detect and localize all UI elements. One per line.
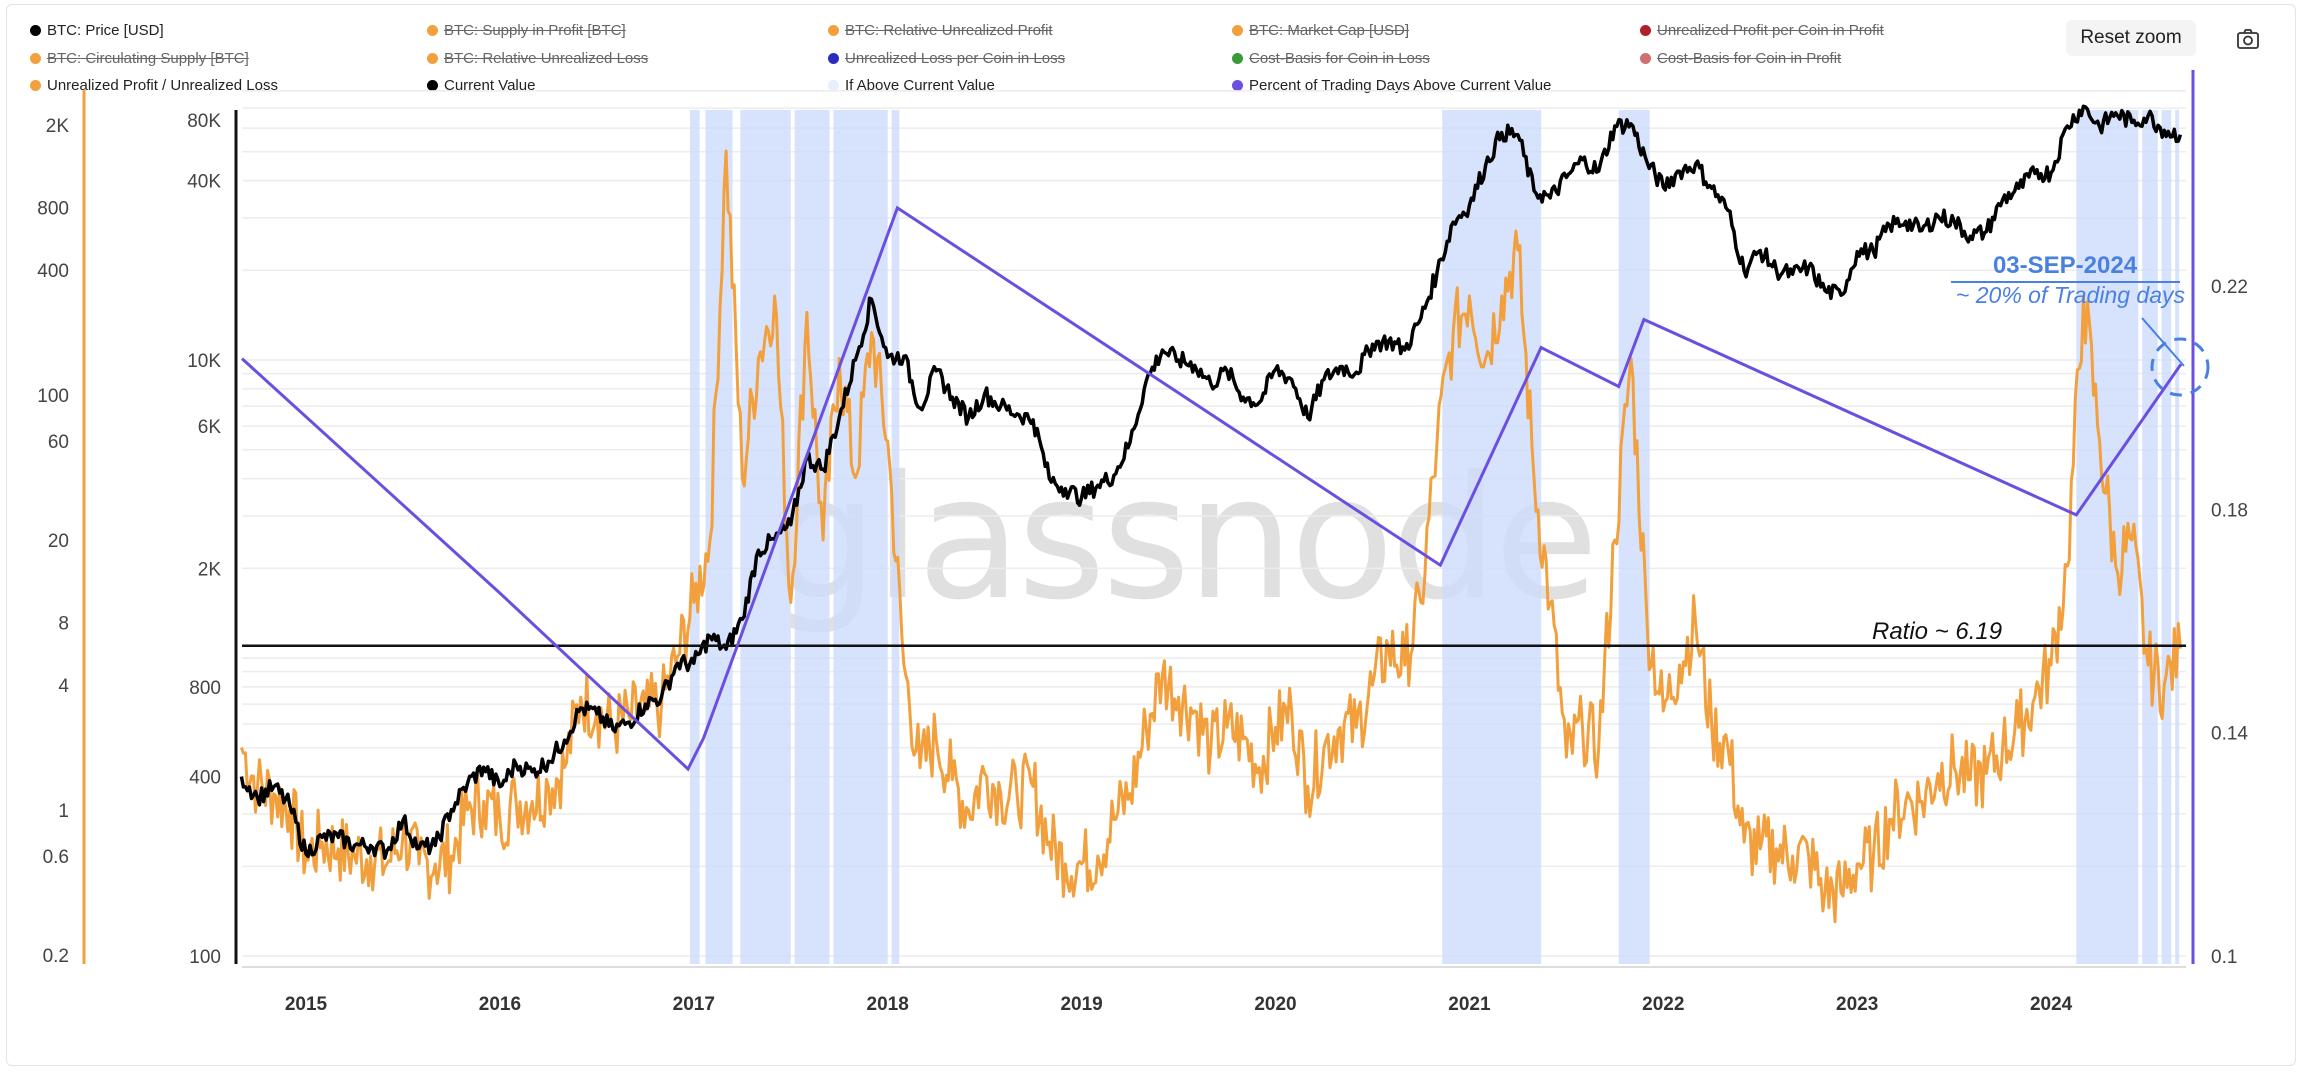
legend-label: BTC: Supply in Profit [BTC]: [444, 22, 626, 39]
legend-dot-icon: [30, 80, 41, 91]
legend-dot-icon: [427, 80, 438, 91]
price-axis-tick-label: 10K: [187, 351, 221, 372]
legend-dot-icon: [1640, 25, 1651, 36]
legend-item[interactable]: BTC: Price [USD]: [30, 22, 164, 39]
above-current-value-band: [740, 110, 791, 964]
left-axis-tick-label: 20: [48, 531, 69, 552]
legend-dot-icon: [1232, 53, 1243, 64]
above-current-value-band: [689, 110, 700, 964]
legend-label: If Above Current Value: [845, 77, 995, 94]
x-axis-tick-label: 2015: [285, 994, 328, 1015]
legend-dot-icon: [427, 53, 438, 64]
legend-item[interactable]: Cost-Basis for Coin in Loss: [1232, 50, 1430, 67]
x-axis-tick-label: 2023: [1836, 994, 1878, 1015]
legend-label: Unrealized Profit per Coin in Profit: [1657, 22, 1884, 39]
legend-item[interactable]: Current Value: [427, 77, 535, 94]
legend-dot-icon: [427, 25, 438, 36]
legend-item[interactable]: If Above Current Value: [828, 77, 995, 94]
reset-zoom-button[interactable]: Reset zoom: [2066, 20, 2196, 56]
legend-label: BTC: Market Cap [USD]: [1249, 22, 1410, 39]
above-current-value-band: [2142, 110, 2158, 964]
x-axis-tick-label: 2021: [1448, 994, 1491, 1015]
left-axis-tick-label: 100: [37, 386, 69, 407]
right-axis-tick-label: 0.22: [2211, 277, 2248, 298]
legend-label: Percent of Trading Days Above Current Va…: [1249, 77, 1552, 94]
legend-item[interactable]: BTC: Relative Unrealized Profit: [828, 22, 1053, 39]
camera-icon[interactable]: [2236, 28, 2260, 50]
left-axis-tick-label: 400: [37, 261, 69, 282]
price-axis-tick-label: 400: [189, 768, 221, 789]
legend-item[interactable]: BTC: Circulating Supply [BTC]: [30, 50, 249, 67]
legend-label: BTC: Relative Unrealized Loss: [444, 50, 649, 67]
x-axis-tick-label: 2019: [1060, 994, 1102, 1015]
x-axis-tick-label: 2022: [1642, 994, 1684, 1015]
annotation-subtitle: ~ 20% of Trading days: [1955, 282, 2185, 308]
x-axis-tick-label: 2024: [2030, 994, 2073, 1015]
above-current-value-band: [891, 110, 900, 964]
price-axis-tick-label: 80K: [187, 111, 221, 132]
left-axis-tick-label: 8: [58, 614, 69, 635]
price-axis-tick-label: 800: [189, 678, 221, 699]
annotation-arrow: [2141, 317, 2185, 367]
above-current-value-band: [2161, 110, 2172, 964]
left-axis-tick-label: 60: [48, 432, 69, 453]
legend-item[interactable]: Unrealized Loss per Coin in Loss: [828, 50, 1065, 67]
ratio-label: Ratio ~ 6.19: [1872, 618, 2003, 645]
legend-item[interactable]: BTC: Market Cap [USD]: [1232, 22, 1409, 39]
legend-dot-icon: [30, 53, 41, 64]
legend-dot-icon: [828, 25, 839, 36]
legend-dot-icon: [1232, 25, 1243, 36]
x-axis-tick-label: 2017: [673, 994, 715, 1015]
legend-item[interactable]: Unrealized Profit per Coin in Profit: [1640, 22, 1884, 39]
legend-label: Current Value: [444, 77, 536, 94]
legend-dot-icon: [1640, 53, 1651, 64]
above-current-value-band: [1442, 110, 1542, 964]
left-axis-tick-label: 4: [58, 676, 69, 697]
left-axis-tick-label: 1: [58, 801, 69, 822]
legend-label: BTC: Price [USD]: [47, 22, 164, 39]
above-current-value-band: [2175, 110, 2180, 964]
legend-dot-icon: [30, 25, 41, 36]
legend-item[interactable]: Percent of Trading Days Above Current Va…: [1232, 77, 1551, 94]
legend-dot-icon: [828, 80, 839, 91]
above-current-value-band: [1618, 110, 1650, 964]
legend-item[interactable]: BTC: Relative Unrealized Loss: [427, 50, 648, 67]
x-axis-tick-label: 2020: [1254, 994, 1296, 1015]
x-axis-tick-label: 2018: [867, 994, 909, 1015]
price-axis-tick-label: 2K: [198, 559, 222, 580]
legend-item[interactable]: BTC: Supply in Profit [BTC]: [427, 22, 626, 39]
legend-label: Unrealized Loss per Coin in Loss: [845, 50, 1066, 67]
ratio-series-line: [239, 149, 2182, 924]
legend-dot-icon: [1232, 80, 1243, 91]
legend-label: BTC: Relative Unrealized Profit: [845, 22, 1053, 39]
legend-item[interactable]: Unrealized Profit / Unrealized Loss: [30, 77, 278, 94]
price-axis-tick-label: 6K: [198, 417, 222, 438]
left-axis-tick-label: 2K: [46, 116, 70, 137]
legend-dot-icon: [828, 53, 839, 64]
above-current-value-band: [833, 110, 888, 964]
left-axis-tick-label: 0.6: [43, 847, 69, 868]
left-axis-tick-label: 0.2: [43, 946, 69, 967]
right-axis-tick-label: 0.18: [2211, 500, 2248, 521]
annotation-date: 03-SEP-2024: [1992, 252, 2138, 279]
price-axis-tick-label: 40K: [187, 172, 221, 193]
chart-card: [6, 4, 2296, 1066]
legend-label: BTC: Circulating Supply [BTC]: [47, 50, 249, 67]
legend-item[interactable]: Cost-Basis for Coin in Profit: [1640, 50, 1841, 67]
annotation-highlight-circle: [2150, 337, 2210, 397]
price-series-line: [239, 104, 2183, 860]
right-axis-tick-label: 0.1: [2211, 947, 2237, 968]
legend-label: Cost-Basis for Coin in Loss: [1249, 50, 1430, 67]
percent-days-series-line: [240, 205, 2183, 772]
legend-label: Unrealized Profit / Unrealized Loss: [47, 77, 278, 94]
left-axis-tick-label: 800: [37, 199, 69, 220]
price-axis-tick-label: 100: [189, 947, 221, 968]
x-axis-tick-label: 2016: [479, 994, 521, 1015]
legend-label: Cost-Basis for Coin in Profit: [1657, 50, 1842, 67]
right-axis-tick-label: 0.14: [2211, 724, 2248, 745]
